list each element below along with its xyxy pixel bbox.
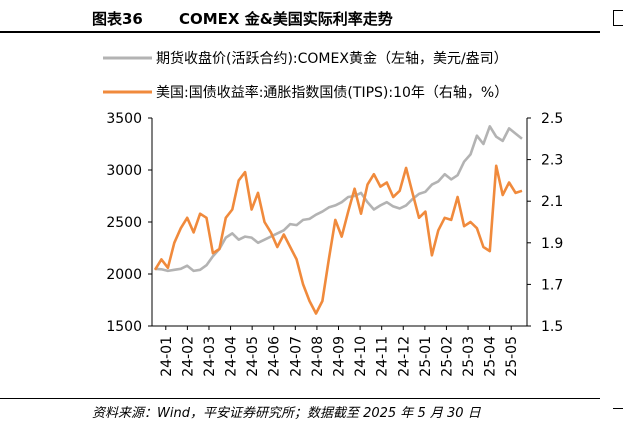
x-tick-label: 25-03 [461, 336, 477, 377]
x-tick-label: 24-04 [224, 336, 240, 377]
source-note: 资料来源：Wind，平安证券研究所；数据截至 2025 年 5 月 30 日 [92, 406, 481, 421]
x-tick-label: 25-04 [483, 336, 499, 377]
x-tick-label: 24-03 [202, 336, 218, 377]
right-tick-label: 2.5 [541, 111, 563, 127]
right-tick-label: 1.7 [541, 277, 563, 293]
x-tick-label: 24-12 [396, 336, 412, 377]
x-tick-label: 25-01 [418, 336, 434, 377]
x-tick-label: 24-08 [310, 336, 326, 377]
right-tick-label: 1.9 [541, 236, 563, 252]
legend: 期货收盘价(活跃合约):COMEX黄金（左轴，美元/盎司） 美国:国债收益率:通… [103, 50, 508, 101]
x-tick-label: 24-01 [159, 336, 175, 377]
adjacent-panel-edge [613, 10, 623, 26]
right-tick-label: 2.3 [541, 153, 563, 169]
x-tick-label: 24-10 [353, 336, 369, 377]
legend-tips-label: 美国:国债收益率:通胀指数国债(TIPS):10年（右轴，%） [156, 84, 508, 101]
x-tick-label: 24-06 [267, 336, 283, 377]
right-tick-label: 2.1 [541, 194, 563, 210]
left-tick-label: 2000 [106, 267, 142, 283]
x-tick-label: 24-07 [288, 336, 304, 377]
x-tick-label: 24-09 [332, 336, 348, 377]
figure-title-bar: 图表36 COMEX 金&美国实际利率走势 [0, 0, 600, 33]
x-axis-ticks: 24-01 24-02 24-03 24-04 24-05 24-06 24-07 24-08… [159, 326, 520, 377]
series-line-tips [153, 164, 523, 315]
adjacent-panel-rule [613, 408, 623, 409]
right-axis-ticks: 1.5 1.7 1.9 2.1 2.3 2.5 [527, 111, 563, 335]
series-line-gold [154, 125, 523, 273]
left-tick-label: 3000 [106, 163, 142, 179]
footer-rule [0, 398, 600, 399]
x-tick-label: 24-02 [180, 336, 196, 377]
figure-number: 图表36 [92, 10, 143, 28]
left-tick-label: 2500 [106, 215, 142, 231]
series-lines [153, 125, 523, 315]
left-tick-label: 3500 [106, 111, 142, 127]
x-tick-label: 24-11 [375, 336, 391, 377]
legend-gold-label: 期货收盘价(活跃合约):COMEX黄金（左轴，美元/盎司） [156, 50, 508, 67]
left-tick-label: 1500 [106, 319, 142, 335]
right-tick-label: 1.5 [541, 319, 563, 335]
figure-title: COMEX 金&美国实际利率走势 [179, 10, 393, 28]
x-tick-label: 25-05 [504, 336, 520, 377]
x-tick-label: 24-05 [245, 336, 261, 377]
left-axis-ticks: 1500 2000 2500 3000 3500 [106, 111, 152, 335]
x-tick-label: 25-02 [439, 336, 455, 377]
